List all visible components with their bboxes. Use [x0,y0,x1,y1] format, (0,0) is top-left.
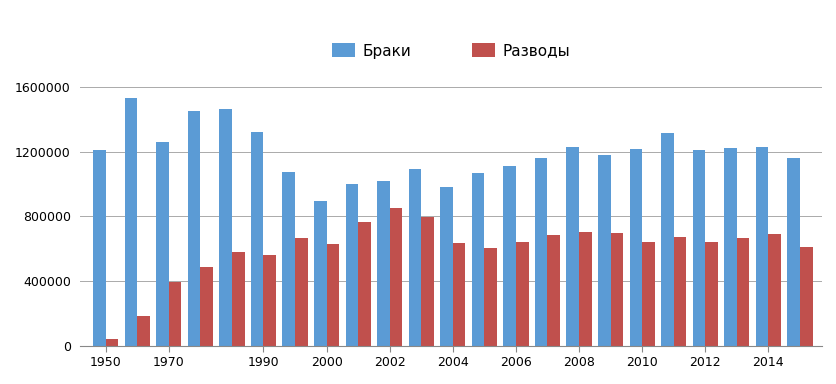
Bar [326,244,339,346]
Bar [641,242,654,346]
Bar [294,238,308,346]
Bar [566,147,579,346]
Bar [390,208,402,346]
Bar [93,150,105,346]
Bar [137,316,150,346]
Bar [597,155,609,346]
Bar [200,267,212,346]
Bar [515,242,528,346]
Bar [358,222,370,346]
Bar [502,166,515,346]
Bar [156,142,169,346]
Bar [692,150,705,346]
Bar [673,237,686,346]
Bar [660,133,673,346]
Legend: Браки, Разводы: Браки, Разводы [325,37,576,65]
Bar [705,242,717,346]
Bar [452,243,465,346]
Bar [408,169,421,346]
Bar [314,201,326,346]
Bar [547,235,559,346]
Bar [736,238,748,346]
Bar [755,147,767,346]
Bar [767,233,780,346]
Bar [534,158,547,346]
Bar [799,247,812,346]
Bar [232,252,244,346]
Bar [377,181,390,346]
Bar [484,248,497,346]
Bar [125,98,137,346]
Bar [723,148,736,346]
Bar [219,109,232,346]
Bar [421,217,433,346]
Bar [282,172,294,346]
Bar [609,233,623,346]
Bar [440,187,452,346]
Bar [169,281,181,346]
Bar [787,158,799,346]
Bar [579,232,591,346]
Bar [251,132,263,346]
Bar [629,149,641,346]
Bar [472,173,484,346]
Bar [105,339,118,346]
Bar [263,255,276,346]
Bar [187,111,200,346]
Bar [345,184,358,346]
